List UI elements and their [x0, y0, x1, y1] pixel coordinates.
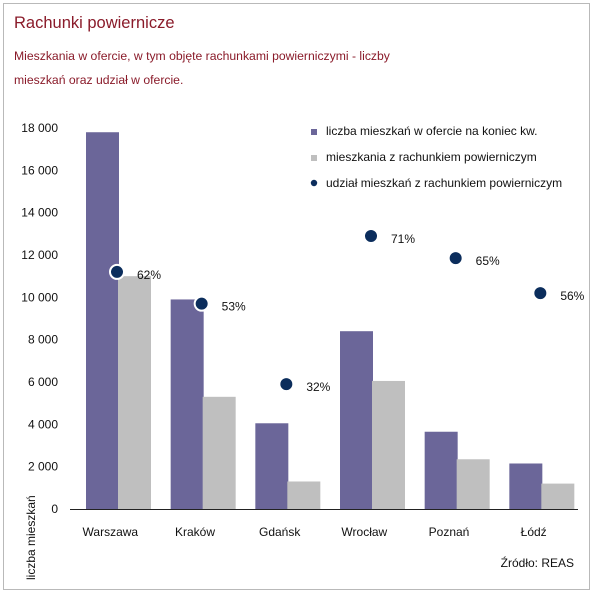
- y-axis-label: liczba mieszkań: [24, 495, 38, 580]
- category-label: Warszawa: [83, 525, 139, 539]
- legend-swatch: [310, 179, 318, 187]
- legend-label: liczba mieszkań w ofercie na koniec kw.: [326, 124, 537, 138]
- bars: [86, 132, 575, 509]
- share-label: 56%: [560, 289, 584, 303]
- category-label: Łódź: [521, 525, 547, 539]
- share-marker: [193, 295, 210, 312]
- share-label: 71%: [391, 232, 415, 246]
- category-label: Poznań: [429, 525, 470, 539]
- y-tick-label: 2 000: [28, 460, 58, 474]
- legend-swatch: [311, 129, 317, 135]
- legend-label: mieszkania z rachunkiem powierniczym: [326, 150, 537, 164]
- share-label: 53%: [222, 300, 246, 314]
- bar-escrow: [118, 276, 151, 509]
- category-labels: Warszawa Kraków Gdańsk Wrocław Poznań Łódź: [83, 525, 547, 539]
- share-marker: [109, 263, 125, 280]
- bar-offer: [509, 463, 543, 509]
- category-label: Wrocław: [341, 525, 387, 539]
- share-markers: 62% 53% 32% 71% 65% 56%: [109, 227, 585, 394]
- legend: liczba mieszkań w ofercie na koniec kw. m…: [310, 124, 562, 190]
- bar-escrow: [287, 481, 321, 509]
- y-tick-label: 8 000: [28, 333, 58, 347]
- share-marker: [278, 376, 295, 393]
- bar-escrow: [202, 396, 236, 509]
- chart-title: Rachunki powiernicze: [14, 14, 175, 32]
- share-marker: [532, 285, 549, 302]
- bar-offer: [340, 331, 373, 509]
- bar-escrow: [372, 380, 405, 509]
- category-label: Kraków: [175, 525, 215, 539]
- share-marker: [447, 250, 464, 267]
- y-tick-label: 12 000: [21, 248, 58, 262]
- share-label: 65%: [476, 254, 500, 268]
- share-label: 62%: [137, 268, 161, 282]
- legend-swatch: [311, 155, 317, 161]
- share-marker: [363, 227, 379, 244]
- y-tick-label: 16 000: [21, 163, 58, 177]
- bar-escrow: [456, 459, 490, 509]
- source-note: Źródło: REAS: [501, 555, 574, 570]
- bar-offer: [424, 431, 458, 509]
- bar-escrow: [541, 483, 575, 509]
- bar-offer: [170, 299, 204, 509]
- y-tick-label: 0: [51, 502, 58, 516]
- y-axis-ticks: 0 2 000 4 000 6 000 8 000 10 000 12 000 14 000 1…: [21, 121, 58, 516]
- category-label: Gdańsk: [259, 525, 301, 539]
- bar-offer: [86, 132, 119, 509]
- y-tick-label: 6 000: [28, 375, 58, 389]
- legend-label: udział mieszkań z rachunkiem powierniczy…: [326, 176, 562, 190]
- y-tick-label: 14 000: [21, 206, 58, 220]
- bar-offer: [255, 423, 289, 509]
- chart-subtitle: Mieszkania w ofercie, w tym objęte rachu…: [14, 49, 390, 87]
- y-tick-label: 10 000: [21, 290, 58, 304]
- y-tick-label: 4 000: [28, 417, 58, 431]
- share-label: 32%: [306, 380, 330, 394]
- y-tick-label: 18 000: [21, 121, 58, 135]
